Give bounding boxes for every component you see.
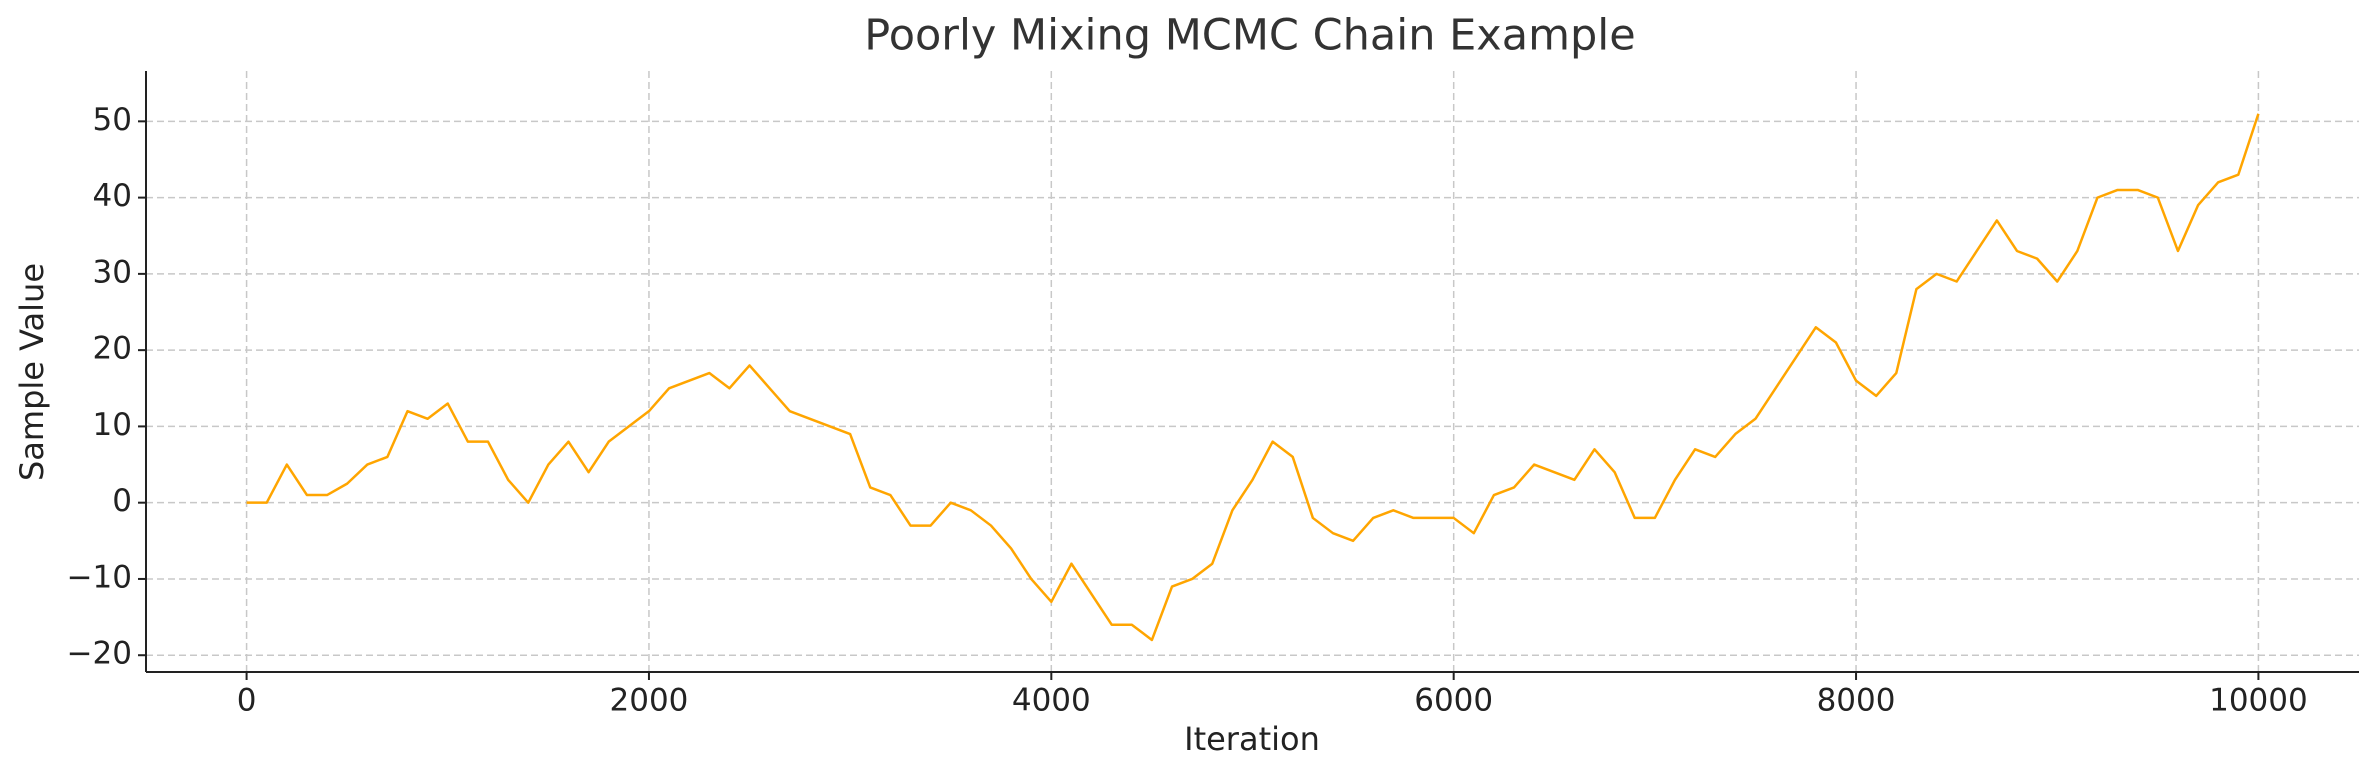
y-tick-label: 40 — [93, 178, 132, 214]
y-tick-label: 10 — [93, 407, 132, 443]
chart-title: Poorly Mixing MCMC Chain Example — [864, 11, 1635, 61]
x-axis-label: Iteration — [1184, 720, 1320, 758]
y-tick-label: 50 — [93, 102, 132, 138]
x-tick-label: 6000 — [1414, 683, 1493, 719]
x-tick-label: 0 — [237, 683, 257, 719]
x-tick-label: 8000 — [1817, 683, 1896, 719]
data-line — [246, 113, 2260, 642]
y-tick-label: 20 — [93, 331, 132, 367]
x-tick-label: 4000 — [1012, 683, 1091, 719]
y-tick-label: −20 — [67, 636, 132, 672]
y-tick-label: −10 — [67, 559, 132, 595]
y-tick-label: 30 — [93, 254, 132, 290]
y-tick-label: 0 — [112, 483, 132, 519]
x-tick-label: 2000 — [610, 683, 689, 719]
x-tick-label: 10000 — [2209, 683, 2308, 719]
y-axis-label: Sample Value — [13, 263, 51, 481]
